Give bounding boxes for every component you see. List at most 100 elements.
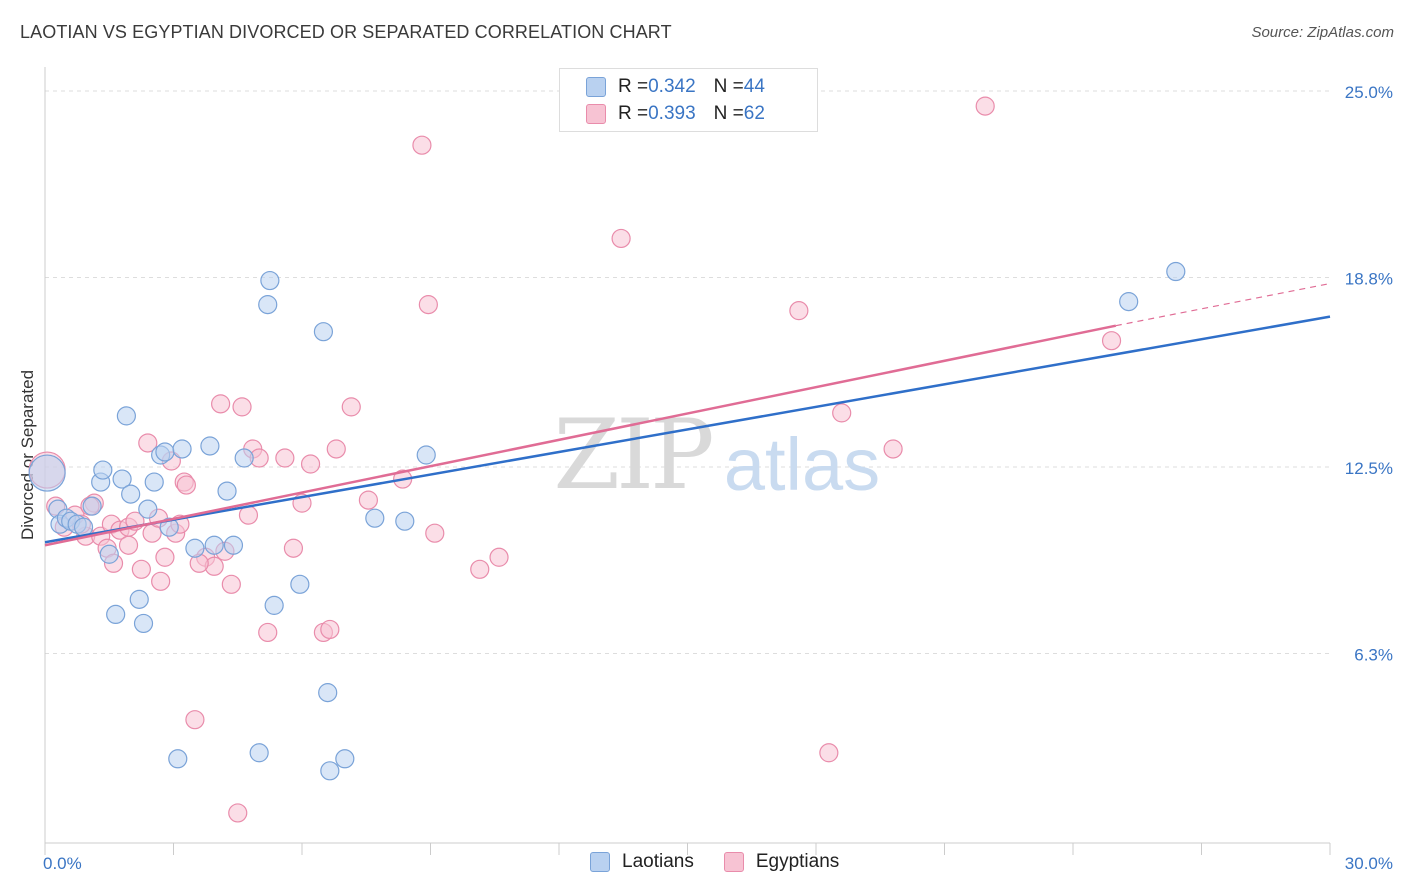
laotian-point-34	[290, 574, 310, 594]
watermark-atlas: atlas	[724, 423, 880, 506]
legend-row-laotians: R = 0.342 N = 44	[586, 74, 765, 100]
egyptian-point-51	[611, 228, 631, 249]
legend-n-value: 62	[743, 103, 765, 124]
legend-swatch-laotians	[586, 77, 606, 97]
legend-r-value: 0.393	[648, 103, 696, 124]
egyptian-point-27	[211, 394, 231, 414]
laotian-point-40	[395, 511, 415, 531]
legend-r-value: 0.342	[648, 76, 696, 97]
chart-title: LAOTIAN VS EGYPTIAN DIVORCED OR SEPARATE…	[20, 22, 672, 42]
egyptian-point-36	[275, 448, 295, 468]
legend-item-laotians[interactable]: Laotians	[590, 851, 694, 873]
watermark-zip: ZIP	[553, 399, 712, 511]
laotian-point-17	[138, 499, 158, 519]
laotian-point-20	[155, 442, 175, 462]
x-tick-label-1: 30.0%	[1345, 854, 1393, 873]
laotian-point-35	[313, 322, 334, 342]
egyptian-point-47	[418, 295, 438, 315]
legend-label-laotians: Laotians	[622, 851, 694, 872]
egyptian-point-14	[138, 433, 158, 453]
egyptian-point-23	[176, 475, 196, 495]
laotian-point-16	[133, 613, 154, 634]
egyptian-point-24	[185, 710, 205, 730]
legend-item-egyptians[interactable]: Egyptians	[723, 851, 840, 873]
laotian-point-12	[112, 469, 132, 489]
gridlines	[45, 90, 1330, 655]
legend-swatch-laotians	[590, 852, 610, 872]
egyptian-point-41	[320, 619, 340, 640]
legend-n-label: N =	[713, 103, 744, 124]
laotian-point-42	[1119, 292, 1139, 312]
egyptian-point-49	[470, 559, 490, 579]
legend-label-egyptians: Egyptians	[755, 851, 840, 872]
egyptian-point-37	[283, 538, 304, 558]
y-tick-label-0: 6.3%	[1354, 646, 1393, 665]
laotian-point-37	[320, 761, 340, 781]
laotian-point-26	[204, 535, 224, 555]
laotian-point-28	[223, 535, 244, 555]
source-label[interactable]: Source: ZipAtlas.com	[1251, 24, 1394, 41]
laotian-point-31	[258, 295, 278, 315]
laotian-point-9	[93, 460, 113, 480]
series-laotians-points	[28, 261, 1186, 781]
laotian-point-33	[264, 595, 284, 615]
laotian-point-27	[217, 481, 237, 501]
x-tick-label-0: 0.0%	[43, 854, 82, 873]
laotian-point-7	[82, 496, 102, 516]
legend-n-value: 44	[743, 76, 765, 97]
egyptian-point-56	[975, 96, 995, 116]
egyptian-point-29	[221, 574, 241, 594]
laotian-point-43	[1166, 261, 1186, 282]
egyptian-point-17	[151, 571, 171, 591]
laotian-point-30	[249, 743, 269, 763]
laotian-point-23	[172, 439, 192, 459]
trend-line-egyptians	[44, 324, 1117, 547]
laotian-point-14	[121, 484, 141, 504]
egyptian-point-43	[341, 397, 361, 417]
laotian-point-10	[99, 544, 119, 564]
legend-swatch-egyptians	[586, 104, 606, 124]
laotian-point-13	[116, 406, 136, 426]
egyptian-point-13	[131, 559, 151, 579]
laotian-point-41	[416, 445, 436, 465]
egyptian-point-46	[412, 135, 432, 155]
egyptian-point-48	[425, 523, 445, 543]
laotian-point-38	[335, 749, 355, 769]
egyptian-point-30	[228, 803, 248, 823]
laotian-point-18	[144, 472, 164, 492]
egyptian-point-42	[326, 439, 346, 459]
legend-swatch-egyptians	[723, 852, 744, 872]
egyptian-point-31	[232, 397, 252, 417]
legend-n-label: N =	[713, 76, 744, 97]
laotian-point-24	[185, 538, 205, 558]
y-tick-label-2: 18.8%	[1345, 270, 1393, 289]
egyptian-point-44	[358, 490, 378, 510]
laotian-point-0	[28, 454, 66, 492]
egyptian-point-50	[489, 547, 509, 567]
egyptian-point-39	[300, 454, 321, 474]
trend-lines	[44, 282, 1331, 547]
egyptian-point-18	[155, 547, 175, 567]
y-tick-label-1: 12.5%	[1345, 459, 1393, 478]
watermark: ZIP atlas	[553, 399, 880, 511]
egyptian-point-55	[883, 439, 903, 459]
trend-line-egyptians-extension	[1115, 282, 1331, 327]
laotian-point-32	[260, 270, 280, 291]
egyptian-point-52	[789, 301, 809, 321]
correlation-legend: R = 0.342 N = 44 R = 0.393 N = 62	[559, 68, 818, 132]
laotian-point-22	[168, 749, 188, 769]
legend-row-egyptians: R = 0.393 N = 62	[586, 101, 765, 127]
trend-line-laotians	[44, 315, 1331, 544]
egyptian-point-54	[832, 403, 852, 423]
laotian-point-29	[234, 448, 254, 468]
egyptian-point-53	[819, 743, 839, 763]
laotian-point-25	[200, 436, 220, 456]
egyptian-point-57	[1101, 331, 1122, 351]
tick-labels: 6.3% 12.5% 18.8% 25.0% 0.0% 30.0%	[43, 83, 1393, 873]
egyptian-point-60	[118, 535, 139, 555]
laotian-point-15	[129, 589, 149, 609]
y-tick-label-3: 25.0%	[1345, 83, 1393, 102]
series-legend: Laotians Egyptians	[590, 851, 869, 873]
legend-r-label: R =	[618, 76, 649, 97]
